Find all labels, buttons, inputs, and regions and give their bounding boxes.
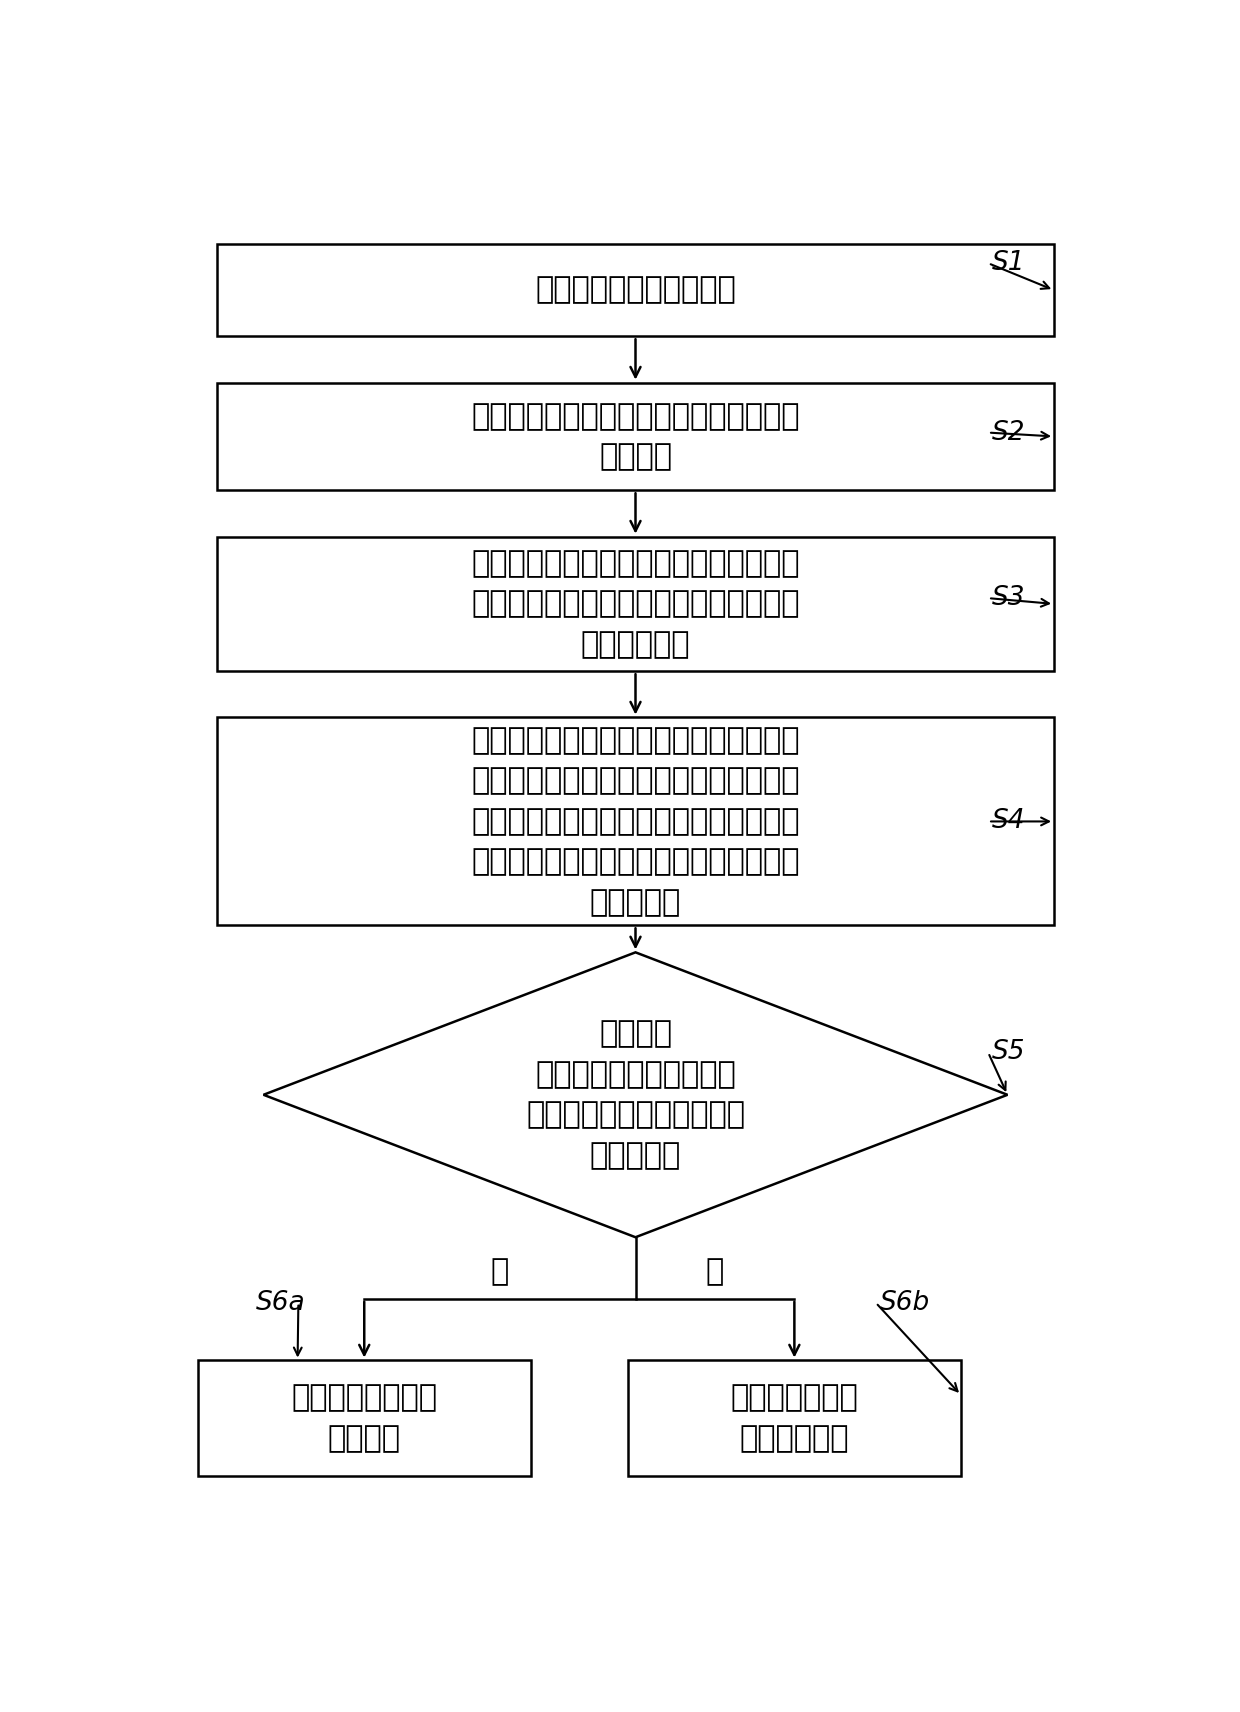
- Bar: [197, 1361, 531, 1476]
- Text: S6a: S6a: [255, 1289, 305, 1317]
- Text: S5: S5: [992, 1039, 1025, 1065]
- Bar: [217, 243, 1054, 336]
- Text: S6b: S6b: [879, 1289, 930, 1317]
- Text: S2: S2: [992, 419, 1025, 445]
- Bar: [217, 717, 1054, 926]
- Text: S4: S4: [992, 808, 1025, 834]
- Text: 观测数据属于非
亮带区域数据: 观测数据属于非 亮带区域数据: [730, 1383, 858, 1453]
- Text: 将观测数据分离为亮带区域数据和非亮带
区域数据: 将观测数据分离为亮带区域数据和非亮带 区域数据: [471, 402, 800, 471]
- Text: 观测数据属于亮带
区域数据: 观测数据属于亮带 区域数据: [291, 1383, 438, 1453]
- Text: 基于亮带区域数据和非亮带区域数据的反
射率、差分反射率和相关系数的概率密度
函数分布，分别计算得到观测数据属于亮
带区域数据的概率，以及属于非亮带区域
数据的概: 基于亮带区域数据和非亮带区域数据的反 射率、差分反射率和相关系数的概率密度 函数…: [471, 726, 800, 918]
- Polygon shape: [263, 952, 1007, 1238]
- Text: 观测数据
属于亮带区域数据的概率
是否大于其属于非亮带区域
数据的概率: 观测数据 属于亮带区域数据的概率 是否大于其属于非亮带区域 数据的概率: [526, 1020, 745, 1169]
- Bar: [627, 1361, 961, 1476]
- Text: S3: S3: [992, 586, 1025, 611]
- Text: S1: S1: [992, 250, 1025, 276]
- Text: 分别计算亮带区域数据和非亮带区域数据
的反射率、差分反射率和相关系数的概率
密度函数分布: 分别计算亮带区域数据和非亮带区域数据 的反射率、差分反射率和相关系数的概率 密度…: [471, 550, 800, 659]
- Text: 是: 是: [491, 1257, 508, 1286]
- Bar: [217, 536, 1054, 671]
- Text: 否: 否: [706, 1257, 724, 1286]
- Text: 获取偏振雷达的观测数据: 获取偏振雷达的观测数据: [536, 276, 735, 305]
- Bar: [217, 382, 1054, 490]
